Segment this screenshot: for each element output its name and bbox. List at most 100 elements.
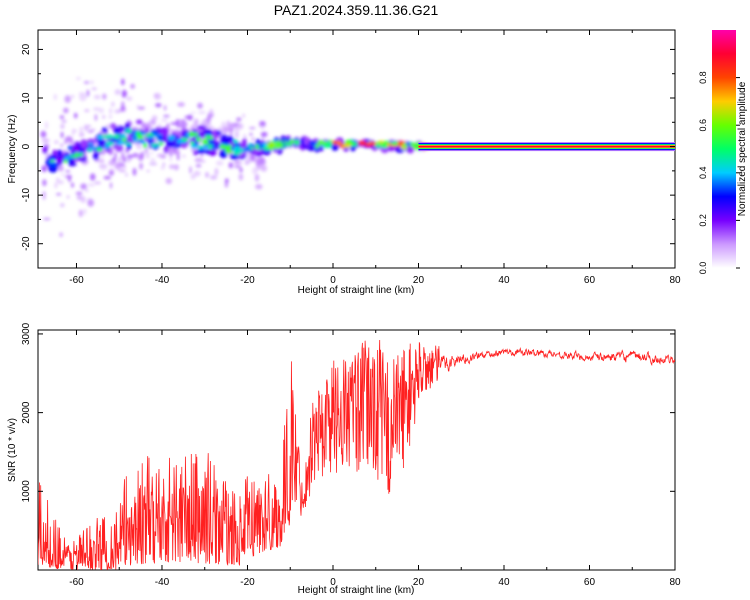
x-tick-label: -60 [69, 275, 84, 286]
speckle-mark [124, 172, 129, 177]
spectrogram-panel: -60 -40 -20 0 20 40 60 80 -20 -10 0 10 20 Height of … [7, 29, 681, 296]
x-tick-label: 40 [498, 577, 510, 588]
speckle-mark [109, 107, 112, 115]
ridge-blob [203, 141, 209, 145]
energy-blob [68, 162, 77, 167]
ridge-blob [64, 156, 71, 160]
speckle-mark [235, 160, 243, 164]
speckle-mark [193, 170, 201, 177]
speckle-mark [169, 155, 172, 162]
speckle-mark [101, 150, 106, 155]
speckle-mark [41, 165, 47, 173]
speckle-mark [80, 183, 87, 190]
x-tick-label: -40 [155, 577, 170, 588]
ridge-blob [358, 140, 367, 146]
ridge-blob [275, 141, 285, 146]
speckle-mark [190, 111, 197, 114]
ridge-blob [114, 134, 121, 140]
speckle-mark [75, 191, 83, 196]
speckle-mark [135, 144, 143, 150]
ridge-blob [234, 143, 241, 147]
y-tick-label: 3000 [21, 322, 32, 345]
ridge-blob [190, 141, 195, 146]
ridge-blob [67, 145, 73, 151]
speckle-mark [73, 129, 78, 132]
speckle-mark [63, 107, 69, 114]
speckle-mark [231, 122, 236, 127]
energy-blob [57, 155, 63, 164]
spectrogram-marks [40, 77, 675, 237]
ridge-blob [390, 141, 399, 146]
energy-blob [110, 123, 117, 130]
colorbar-ticks: 0.0 0.2 0.4 0.6 0.8 [698, 71, 740, 274]
speckle-mark [78, 209, 84, 218]
speckle-mark [260, 131, 268, 137]
snr-ylabel: SNR (10 * v/v) [7, 418, 18, 482]
speckle-mark [256, 165, 263, 169]
speckle-mark [251, 137, 256, 141]
speckle-mark [122, 156, 127, 163]
ridge-blob [327, 141, 333, 145]
speckle-mark [76, 195, 82, 200]
speckle-mark [94, 181, 102, 185]
speckle-mark [111, 143, 115, 150]
ridge-blob [137, 139, 146, 144]
speckle-mark [136, 104, 140, 109]
x-tick-label: -20 [240, 577, 255, 588]
ridge-blob [139, 130, 146, 135]
speckle-mark [163, 114, 170, 118]
energy-blob [124, 122, 131, 131]
speckle-mark [114, 89, 122, 95]
speckle-mark [224, 181, 229, 188]
speckle-mark [84, 109, 90, 112]
speckle-mark [114, 162, 122, 170]
speckle-mark [109, 182, 113, 189]
speckle-mark [198, 110, 206, 115]
speckle-mark [97, 159, 105, 163]
speckle-mark [249, 133, 253, 136]
speckle-mark [190, 124, 194, 131]
speckle-mark [248, 160, 253, 163]
x-tick-label: 60 [584, 275, 596, 286]
ridge-blob [124, 142, 132, 146]
speckle-mark [76, 77, 81, 80]
speckle-mark [108, 170, 114, 176]
speckle-mark [65, 170, 71, 173]
speckle-mark [175, 119, 180, 127]
ridge-blob [97, 139, 102, 145]
speckle-mark [192, 123, 198, 131]
y-tick-label: 1000 [21, 480, 32, 503]
speckle-mark [156, 153, 165, 158]
speckle-mark [209, 108, 214, 115]
colorbar-tick-label: 0.6 [698, 119, 708, 132]
speckle-mark [102, 93, 107, 100]
speckle-mark [224, 178, 229, 184]
ridge-blob [201, 145, 210, 150]
ridge-blob [309, 141, 318, 146]
speckle-mark [57, 165, 64, 172]
x-tick-label: 40 [498, 275, 510, 286]
speckle-mark [126, 154, 134, 158]
speckle-mark [91, 87, 97, 90]
snr-panel: -60 -40 -20 0 20 40 60 80 1000 2000 3000 Height of… [7, 322, 681, 596]
energy-blob [42, 145, 48, 155]
speckle-mark [214, 167, 219, 176]
speckle-mark [161, 118, 168, 122]
energy-blob [204, 129, 213, 136]
energy-blob [255, 138, 261, 146]
speckle-mark [87, 183, 96, 187]
speckle-mark [100, 155, 104, 159]
energy-blob [226, 136, 234, 141]
speckle-mark [71, 128, 75, 136]
energy-blob [208, 149, 217, 156]
energy-blob [135, 119, 143, 125]
x-tick-label: 80 [669, 577, 681, 588]
colorbar-tick-label: 0.4 [698, 167, 708, 180]
speckle-mark [94, 114, 98, 121]
speckle-mark [66, 195, 70, 199]
speckle-mark [71, 94, 75, 99]
speckle-mark [121, 78, 125, 86]
speckle-mark [64, 95, 71, 103]
ridge-blob [154, 133, 163, 137]
energy-blob [196, 125, 207, 130]
